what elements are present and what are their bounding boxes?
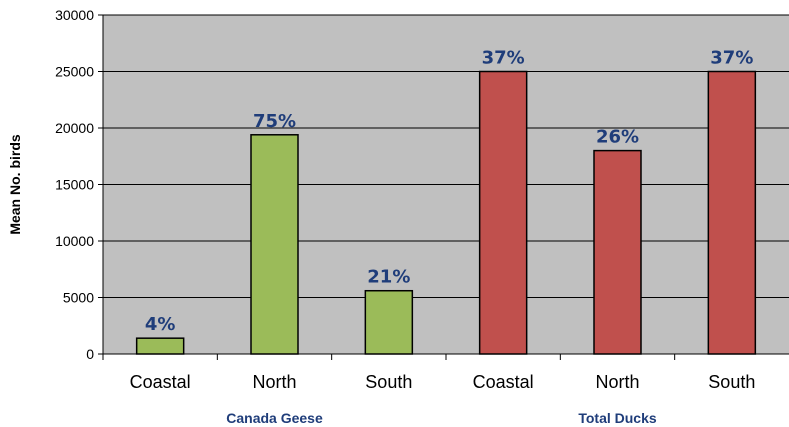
bar-canada-geese-coastal [135,337,185,355]
y-tick-label: 30000 [55,7,94,23]
bars [135,70,757,355]
bar-canada-geese-south [364,289,414,355]
bar-canada-geese-north [250,134,299,355]
bar-data-label: 4% [145,314,176,335]
x-group-label: Canada Geese [226,410,323,426]
x-group-label: Total Ducks [578,410,657,426]
x-category-label: Coastal [130,372,191,392]
bar-total-ducks-north [593,149,642,355]
bar-data-label: 75% [253,111,296,132]
y-axis-label: Mean No. birds [7,134,23,235]
x-category-label: South [708,372,755,392]
bar-data-label: 37% [710,48,753,69]
x-category-label: Coastal [473,372,534,392]
y-tick-label: 20000 [55,120,94,136]
bar-data-label: 26% [596,127,639,148]
y-tick-label: 0 [86,346,94,362]
data-labels: 4% 75% 21% 37% 26% 37% [145,48,753,336]
bar-total-ducks-coastal [478,70,528,355]
y-tick-labels: 0 5000 10000 15000 20000 25000 30000 [55,7,94,362]
x-category-labels: Coastal North South Coastal North South [130,372,756,392]
x-category-label: South [365,372,412,392]
x-category-label: North [595,372,639,392]
x-group-labels: Canada Geese Total Ducks [226,410,657,426]
y-tick-label: 10000 [55,233,94,249]
x-category-label: North [252,372,296,392]
gridlines [103,14,789,298]
bar-total-ducks-south [707,70,757,355]
y-tick-label: 25000 [55,64,94,80]
y-tick-label: 15000 [55,177,94,193]
y-tick-label: 5000 [63,290,94,306]
axes [98,14,789,360]
bar-data-label: 37% [482,48,525,69]
bar-data-label: 21% [367,267,410,288]
